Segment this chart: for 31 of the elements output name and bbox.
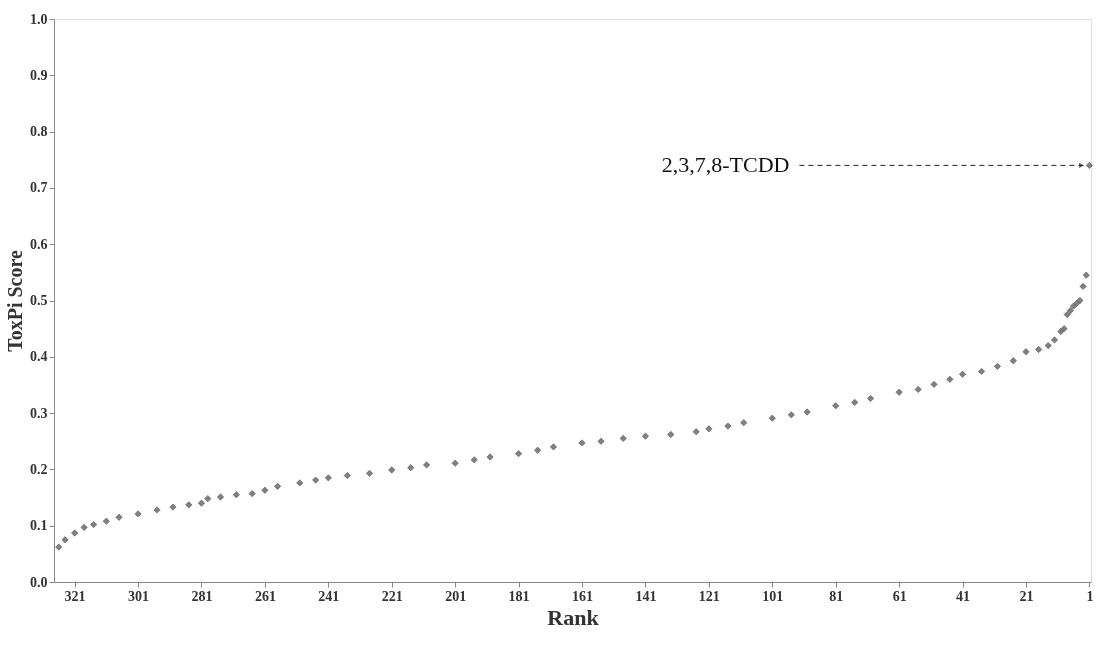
x-tick-label: 161 bbox=[572, 588, 594, 604]
x-tick-label: 241 bbox=[318, 588, 340, 604]
y-tick-label: 0.8 bbox=[30, 124, 48, 140]
x-tick-label: 181 bbox=[508, 588, 530, 604]
y-tick-label: 0.0 bbox=[30, 574, 48, 590]
x-tick-label: 121 bbox=[698, 588, 720, 604]
x-tick-label: 21 bbox=[1019, 588, 1034, 604]
x-tick-label: 281 bbox=[191, 588, 213, 604]
x-tick-label: 101 bbox=[762, 588, 784, 604]
x-tick-label: 141 bbox=[635, 588, 657, 604]
x-tick-label: 321 bbox=[64, 588, 86, 604]
y-tick-label: 0.5 bbox=[30, 293, 48, 308]
y-tick-label: 0.9 bbox=[30, 67, 48, 83]
y-tick-label: 0.2 bbox=[30, 461, 48, 477]
x-axis-title: Rank bbox=[547, 604, 600, 630]
x-tick-label: 81 bbox=[829, 588, 844, 604]
x-tick-label: 1 bbox=[1086, 588, 1094, 604]
y-tick-label: 0.4 bbox=[30, 349, 48, 365]
x-tick-label: 261 bbox=[254, 588, 276, 604]
y-tick-label: 0.1 bbox=[30, 518, 48, 534]
y-axis-title: ToxPi Score bbox=[4, 250, 26, 352]
x-tick-label: 301 bbox=[128, 588, 150, 604]
annotation: 2,3,7,8-TCDD bbox=[661, 152, 790, 178]
x-tick-label: 221 bbox=[381, 588, 403, 604]
x-tick-label: 41 bbox=[956, 588, 971, 604]
y-tick-label: 1.0 bbox=[30, 11, 48, 27]
y-tick-label: 0.3 bbox=[30, 405, 48, 421]
x-tick-label: 61 bbox=[892, 588, 907, 604]
y-tick-label: 0.6 bbox=[30, 236, 48, 252]
y-tick-label: 0.7 bbox=[30, 180, 48, 196]
x-tick-label: 201 bbox=[445, 588, 467, 604]
